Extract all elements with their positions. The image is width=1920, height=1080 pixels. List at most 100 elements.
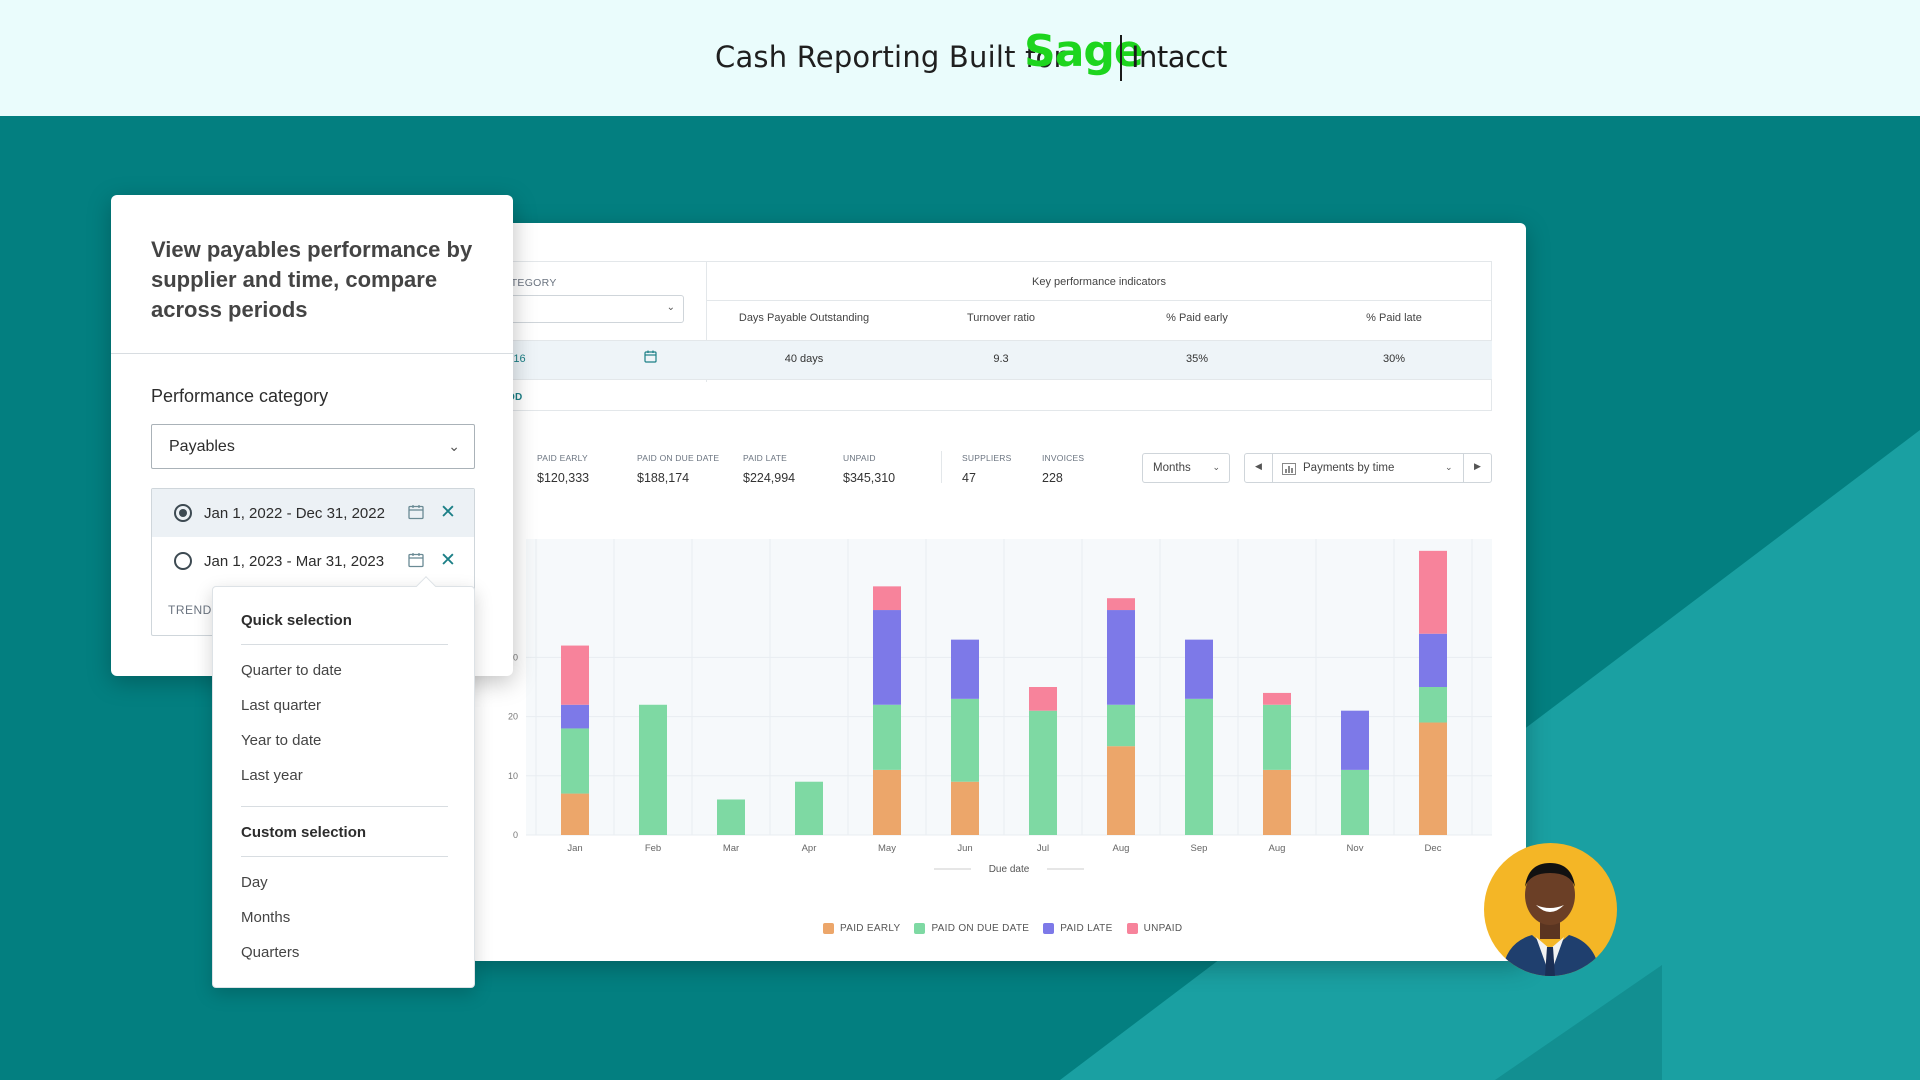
logo-divider xyxy=(1120,35,1122,81)
category-select[interactable]: ⌄ xyxy=(470,295,684,323)
kpi-table: NCE CATEGORY ⌄ Key performance indicator… xyxy=(470,261,1492,411)
bar-segment xyxy=(873,769,901,835)
bar-segment xyxy=(1341,769,1369,835)
bar-segment xyxy=(1029,710,1057,835)
intacct-logo: Intacct xyxy=(1131,40,1227,74)
x-tick-label: Jul xyxy=(1037,843,1049,854)
bar-segment xyxy=(1107,610,1135,705)
date-range-label: Jan 1, 2023 - Mar 31, 2023 xyxy=(204,553,385,570)
bar-segment xyxy=(1419,687,1447,723)
date-range-option[interactable]: Jan 1, 2023 - Mar 31, 2023 ✕ xyxy=(152,537,474,585)
chevron-down-icon: ⌄ xyxy=(1212,462,1220,472)
chart-legend: PAID EARLY PAID ON DUE DATE PAID LATE UN… xyxy=(823,923,1182,934)
date-range-list: Jan 1, 2022 - Dec 31, 2022 ✕ Jan 1, 2023… xyxy=(151,488,475,636)
quick-selection-heading: Quick selection xyxy=(241,612,352,629)
x-tick-label: Feb xyxy=(645,843,661,854)
radio-selected-icon[interactable] xyxy=(174,504,192,522)
kpi-title: Key performance indicators xyxy=(1032,276,1166,288)
stat-unpaid: UNPAID $345,310 xyxy=(843,453,895,485)
quick-option[interactable]: Last year xyxy=(241,767,303,784)
x-tick-label: Aug xyxy=(1113,843,1130,854)
custom-option[interactable]: Months xyxy=(241,909,291,926)
y-tick-label: 0 xyxy=(513,830,518,840)
x-tick-label: Apr xyxy=(802,843,817,854)
plot-background xyxy=(526,539,1492,835)
bar-segment xyxy=(873,586,901,611)
bar-segment xyxy=(717,799,745,835)
caret-left-icon[interactable]: ◀ xyxy=(1245,454,1273,482)
bar-segment xyxy=(873,704,901,770)
bar-segment xyxy=(561,645,589,705)
view-select-value[interactable]: Payments by time xyxy=(1303,462,1395,474)
calendar-icon[interactable] xyxy=(644,350,657,363)
dashboard-card: NCE CATEGORY ⌄ Key performance indicator… xyxy=(470,223,1526,961)
stat-value: $345,310 xyxy=(843,471,896,485)
kpi-column-header: Days Payable Outstanding xyxy=(738,312,870,324)
legend-label: PAID ON DUE DATE xyxy=(931,923,1030,934)
bar-segment xyxy=(1419,722,1447,835)
bar-segment xyxy=(1185,639,1213,699)
calendar-icon[interactable] xyxy=(408,504,424,520)
legend-swatch xyxy=(1043,923,1055,934)
x-axis-title: Due date xyxy=(989,864,1030,875)
chevron-down-icon: ⌄ xyxy=(666,302,675,313)
stat-label: PAID LATE xyxy=(743,453,787,463)
quick-option[interactable]: Last quarter xyxy=(241,697,322,714)
bar-segment xyxy=(1263,692,1291,705)
performance-category-select[interactable]: Payables ⌄ xyxy=(151,424,475,469)
custom-option[interactable]: Day xyxy=(241,874,268,891)
caret-right-icon[interactable]: ▶ xyxy=(1463,454,1491,482)
bar-segment xyxy=(639,704,667,835)
legend-swatch xyxy=(914,923,926,934)
date-range-option[interactable]: Jan 1, 2022 - Dec 31, 2022 ✕ xyxy=(152,489,474,537)
divider xyxy=(241,644,448,645)
stat-value: 228 xyxy=(1042,471,1063,485)
bar-segment xyxy=(1263,769,1291,835)
bar-segment xyxy=(1107,598,1135,611)
bar-segment xyxy=(1263,704,1291,770)
stat-suppliers: SUPPLIERS 47 xyxy=(962,453,1012,485)
divider xyxy=(706,262,707,382)
bar-segment xyxy=(1419,550,1447,634)
kpi-selected-row[interactable] xyxy=(470,340,1492,380)
x-tick-label: Dec xyxy=(1425,843,1442,854)
bar-segment xyxy=(951,639,979,699)
quick-option[interactable]: Year to date xyxy=(241,732,322,749)
bar-segment xyxy=(1029,687,1057,711)
radio-unselected-icon[interactable] xyxy=(174,552,192,570)
custom-option[interactable]: Quarters xyxy=(241,944,300,961)
close-icon[interactable]: ✕ xyxy=(440,502,456,523)
legend-label: PAID LATE xyxy=(1060,923,1113,934)
quick-option[interactable]: Quarter to date xyxy=(241,662,342,679)
stat-value: $120,333 xyxy=(537,471,590,485)
stat-paid-late: PAID LATE $224,994 xyxy=(743,453,795,485)
sage-logo: Sage xyxy=(1024,26,1144,77)
date-range-label: Jan 1, 2022 - Dec 31, 2022 xyxy=(204,505,385,522)
trend-label: TREND xyxy=(168,603,212,617)
divider xyxy=(111,353,513,354)
stat-label: UNPAID xyxy=(843,453,876,463)
y-tick-label: 10 xyxy=(508,771,518,781)
stat-value: $224,994 xyxy=(743,471,796,485)
legend-swatch xyxy=(823,923,834,934)
stat-label: PAID EARLY xyxy=(537,453,588,463)
x-tick-label: Aug xyxy=(1269,843,1286,854)
calendar-icon[interactable] xyxy=(408,552,424,568)
period-select[interactable]: Months ⌄ xyxy=(1142,453,1230,483)
bar-segment xyxy=(1341,710,1369,770)
bar-segment xyxy=(1185,698,1213,835)
divider xyxy=(241,806,448,807)
x-tick-label: Nov xyxy=(1347,843,1364,854)
stat-value: 47 xyxy=(962,471,976,485)
stat-label: INVOICES xyxy=(1042,453,1085,463)
close-icon[interactable]: ✕ xyxy=(440,550,456,571)
x-tick-label: Sep xyxy=(1191,843,1208,854)
bar-segment xyxy=(873,610,901,705)
stat-value: $188,174 xyxy=(637,471,690,485)
chevron-down-icon[interactable]: ⌄ xyxy=(1445,462,1453,472)
bar-segment xyxy=(951,781,979,835)
header-title: Cash Reporting Built for xyxy=(715,40,1066,74)
bar-segment xyxy=(561,704,589,729)
stat-paid-early: PAID EARLY $120,333 xyxy=(537,453,589,485)
avatar xyxy=(1484,843,1617,976)
